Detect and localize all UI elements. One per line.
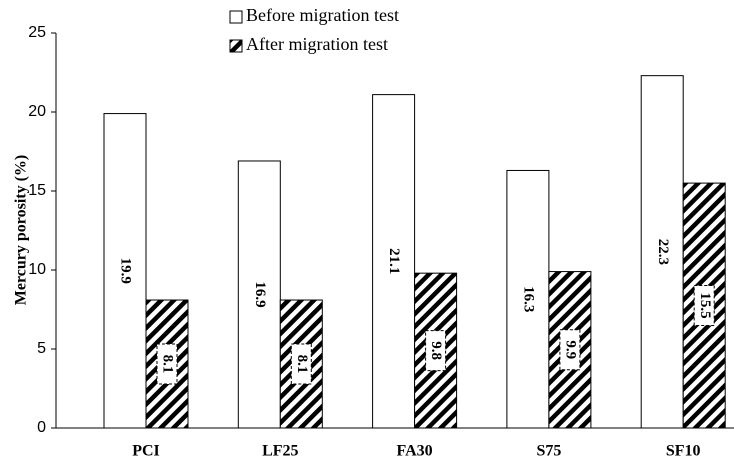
value-label-bg [290, 343, 312, 385]
value-label: 15.5 [697, 292, 713, 318]
value-label: 9.9 [562, 340, 578, 359]
y-tick-label: 5 [37, 340, 46, 357]
value-label-bg [425, 330, 447, 372]
value-label: 16.3 [520, 286, 536, 312]
value-label-bg [156, 343, 178, 385]
value-label-bg [693, 285, 715, 327]
y-tick-label: 15 [28, 182, 46, 199]
bar [237, 160, 281, 429]
bar [506, 169, 550, 429]
y-tick-label: 0 [37, 419, 46, 436]
x-tick-label: SF10 [666, 443, 701, 460]
value-label: 22.3 [655, 239, 671, 265]
bar [640, 75, 684, 429]
y-tick-label: 20 [28, 103, 46, 120]
y-tick-label: 25 [28, 24, 46, 41]
y-axis-label: Mercury porosity (%) [13, 155, 30, 305]
value-label-bg [559, 329, 581, 371]
value-label: 16.9 [252, 281, 268, 307]
x-tick-label: PCI [132, 443, 160, 460]
bar [548, 271, 592, 429]
value-label: 9.8 [428, 341, 444, 360]
x-tick-label: LF25 [262, 443, 298, 460]
value-label: 8.1 [160, 355, 176, 374]
legend-swatch [229, 10, 243, 24]
value-label: 8.1 [294, 355, 310, 374]
legend-swatch [229, 39, 243, 53]
value-label: 19.9 [118, 258, 134, 284]
bar [372, 94, 416, 429]
legend-label: After migration test [246, 34, 388, 54]
y-tick-label: 10 [28, 261, 46, 278]
x-tick-label: S75 [536, 443, 561, 460]
bar [103, 113, 147, 429]
value-label: 21.1 [386, 248, 402, 274]
legend-label: Before migration test [246, 5, 399, 25]
x-tick-label: FA30 [397, 443, 433, 460]
